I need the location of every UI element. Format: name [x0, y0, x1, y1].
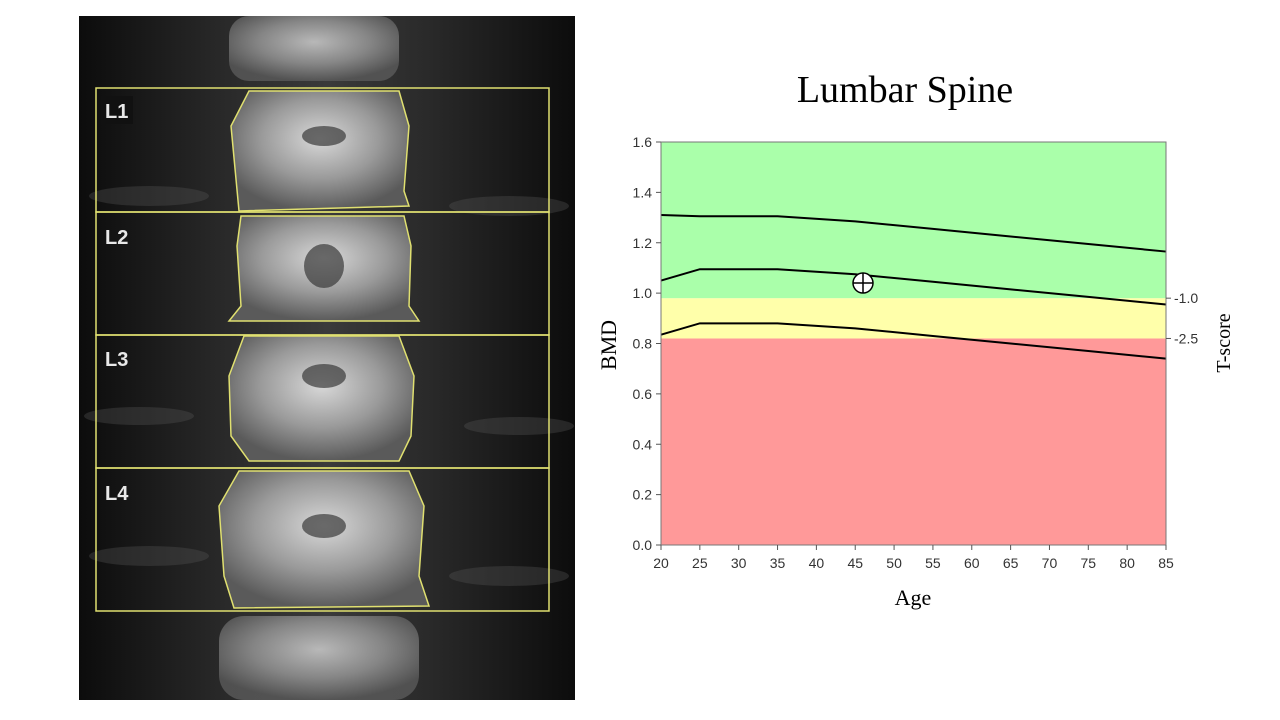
vertebra-bottom — [219, 616, 419, 700]
x-tick-label-20: 20 — [653, 555, 669, 571]
y-tick-label-2: 0.4 — [633, 436, 653, 452]
vertebra-l3 — [228, 335, 415, 462]
band-0 — [661, 338, 1166, 545]
x-tick-label-60: 60 — [964, 555, 980, 571]
x-tick-label-25: 25 — [692, 555, 708, 571]
roi-label-l2: L2 — [105, 227, 128, 249]
t-score-tick-label-1: -2.5 — [1174, 330, 1198, 346]
patient-marker — [852, 272, 874, 294]
bmd-chart: Lumbar Spine 20 25 30 35 40 45 50 55 60 65 70 75 80 8… — [596, 69, 1235, 610]
t-score-axis-label: T-score — [1213, 313, 1235, 372]
band-2 — [661, 142, 1166, 299]
roi-label-l1: L1 — [105, 101, 128, 123]
x-tick-label-80: 80 — [1119, 555, 1135, 571]
x-tick-label-35: 35 — [770, 555, 786, 571]
y-tick-label-7: 1.4 — [633, 184, 653, 200]
plot-bands — [661, 142, 1166, 545]
y-axis: 0.0 0.2 0.4 0.6 0.8 1.0 1.2 1.4 1.6 — [633, 134, 661, 553]
vertebra-top — [229, 16, 399, 81]
x-tick-label-65: 65 — [1003, 555, 1019, 571]
vertebra-l4 — [218, 470, 431, 609]
roi-label-l4: L4 — [105, 483, 129, 505]
reference-line-2 — [660, 322, 1167, 360]
y-tick-label-6: 1.2 — [633, 235, 653, 251]
y-tick-label-4: 0.8 — [633, 336, 653, 352]
x-tick-label-70: 70 — [1042, 555, 1058, 571]
x-tick-label-75: 75 — [1081, 555, 1097, 571]
x-axis: 20 25 30 35 40 45 50 55 60 65 70 75 80 85 — [653, 545, 1174, 571]
x-tick-label-40: 40 — [809, 555, 825, 571]
t-score-axis: -1.0 -2.5 — [1166, 290, 1198, 346]
vertebra-l1 — [230, 90, 411, 212]
reference-line-1 — [660, 268, 1167, 306]
dxa-scan-image: L1 L2 L3 L4 — [79, 16, 575, 700]
y-axis-label: BMD — [596, 320, 621, 370]
x-axis-label: Age — [895, 585, 932, 610]
y-tick-label-5: 1.0 — [633, 285, 653, 301]
y-tick-label-0: 0.0 — [633, 537, 653, 553]
roi-label-l3: L3 — [105, 349, 128, 371]
reference-line-0 — [660, 214, 1167, 253]
y-tick-label-3: 0.6 — [633, 386, 653, 402]
roi-box-l4 — [95, 467, 550, 612]
x-tick-label-55: 55 — [925, 555, 941, 571]
y-tick-label-8: 1.6 — [633, 134, 653, 150]
t-score-tick-label-0: -1.0 — [1174, 290, 1198, 306]
x-tick-label-50: 50 — [886, 555, 902, 571]
band-1 — [661, 298, 1166, 339]
x-tick-label-85: 85 — [1158, 555, 1174, 571]
x-tick-label-45: 45 — [847, 555, 863, 571]
x-tick-label-30: 30 — [731, 555, 747, 571]
chart-title: Lumbar Spine — [797, 69, 1013, 111]
plot-series — [660, 214, 1167, 360]
y-tick-label-1: 0.2 — [633, 487, 653, 503]
